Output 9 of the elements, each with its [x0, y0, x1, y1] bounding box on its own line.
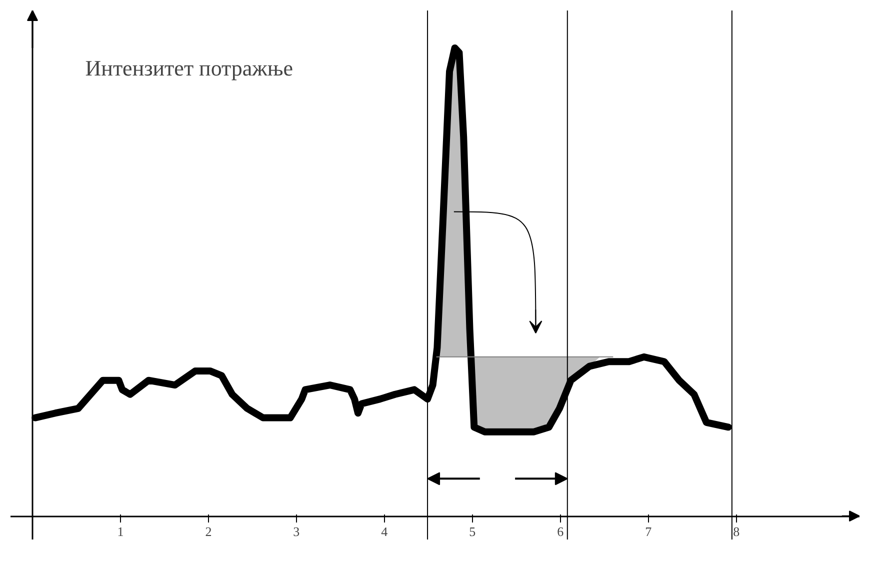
x-tick-label: 5 — [469, 524, 476, 540]
x-tick-label: 6 — [557, 524, 564, 540]
x-tick-label: 8 — [733, 524, 740, 540]
x-tick-label: 4 — [381, 524, 388, 540]
x-tick-label: 3 — [293, 524, 300, 540]
x-tick-label: 7 — [645, 524, 652, 540]
x-tick-label: 2 — [205, 524, 212, 540]
y-axis-title: Интензитет потражње — [85, 56, 294, 81]
x-tick-label: 1 — [117, 524, 124, 540]
